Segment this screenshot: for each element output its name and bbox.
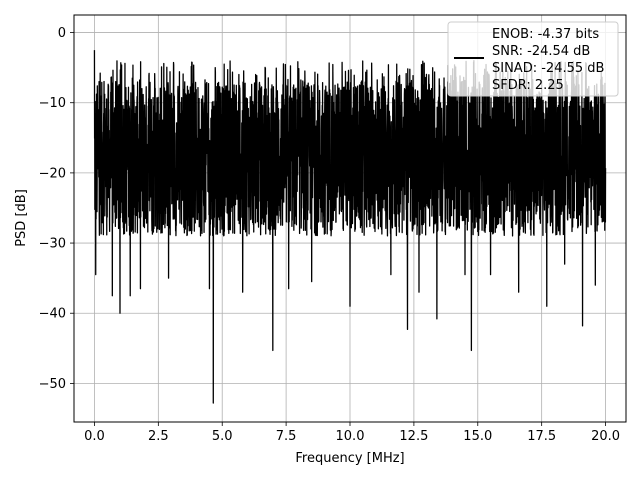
y-tick-label: −10 [39,96,66,111]
y-tick-label: −40 [39,307,66,322]
legend-entry-sfdr: SFDR: 2.25 [492,78,564,93]
x-tick-label: 7.5 [276,429,297,444]
legend-entry-sinad: SINAD: -24.55 dB [492,61,604,76]
x-tick-label: 12.5 [399,429,428,444]
y-tick-label: −30 [39,237,66,252]
x-tick-label: 17.5 [527,429,556,444]
x-tick-label: 5.0 [212,429,233,444]
y-axis-ticks: 0 −10 −20 −30 −40 −50 [39,26,74,392]
y-tick-label: −20 [39,166,66,181]
x-tick-label: 0.0 [84,429,105,444]
y-tick-label: 0 [58,26,66,41]
x-tick-label: 15.0 [463,429,492,444]
psd-line-layer [93,50,607,404]
legend-entry-snr: SNR: -24.54 dB [492,44,590,59]
legend-box [447,21,619,97]
x-axis-label: Frequency [MHz] [295,451,404,466]
y-tick-label: −50 [39,377,66,392]
y-axis-label: PSD [dB] [14,189,29,247]
x-tick-label: 20.0 [591,429,620,444]
x-tick-label: 2.5 [148,429,169,444]
legend: ENOB: -4.37 bits SNR: -24.54 dB SINAD: -… [447,21,619,97]
legend-entry-enob: ENOB: -4.37 bits [492,27,599,42]
x-tick-label: 10.0 [336,429,365,444]
x-axis-ticks: 0.0 2.5 5.0 7.5 10.0 12.5 15.0 17.5 20.0 [84,422,620,444]
psd-series-line [93,50,607,404]
